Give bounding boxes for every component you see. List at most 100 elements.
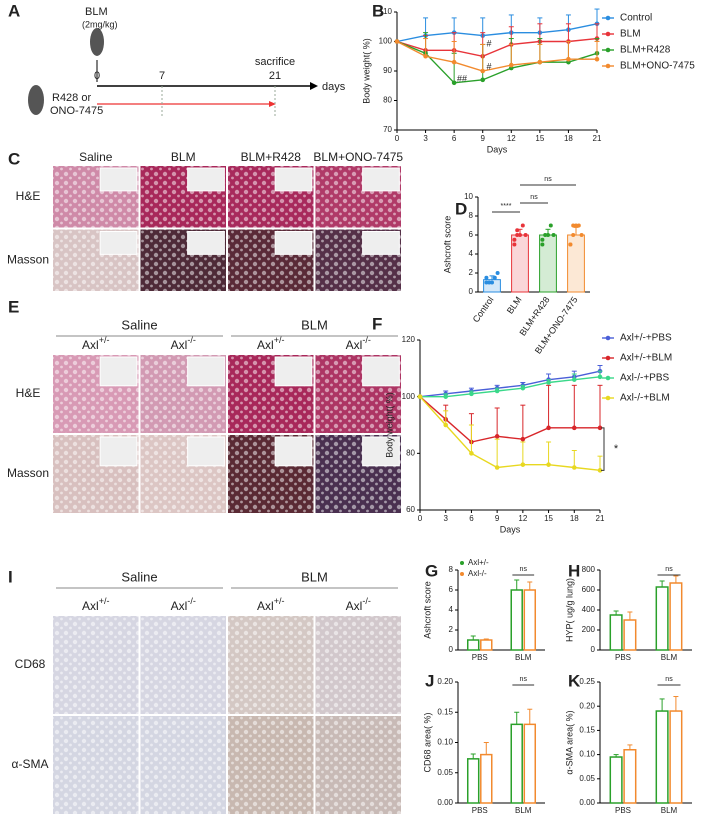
x-tick-label: PBS bbox=[615, 806, 631, 815]
marker bbox=[597, 374, 603, 380]
row-label: CD68 bbox=[15, 657, 46, 671]
panel-label: K bbox=[568, 671, 581, 690]
column-label: Axl-/- bbox=[171, 596, 196, 613]
annotation: ## bbox=[457, 73, 467, 83]
legend-marker bbox=[605, 63, 611, 69]
row-label: Masson bbox=[7, 466, 49, 480]
marker bbox=[571, 425, 577, 431]
x-tick-label: 18 bbox=[564, 134, 573, 143]
marker bbox=[546, 380, 551, 385]
marker bbox=[469, 391, 474, 397]
series-line bbox=[419, 396, 600, 443]
genotype: +/- bbox=[274, 335, 285, 345]
x-tick-label: 9 bbox=[495, 514, 500, 523]
y-tick-label: 0.15 bbox=[437, 707, 453, 716]
marker bbox=[494, 388, 500, 394]
x-tick-label: BLM bbox=[515, 653, 532, 662]
bar bbox=[623, 749, 637, 804]
series-line bbox=[396, 37, 598, 57]
y-axis-label: Body weight( %) bbox=[361, 38, 371, 104]
row-label: α-SMA bbox=[12, 757, 49, 771]
legend-marker bbox=[605, 15, 611, 21]
gene: Axl bbox=[257, 599, 274, 613]
x-tick-label: BLM bbox=[505, 295, 524, 316]
marker bbox=[566, 56, 571, 62]
x-tick-label: 3 bbox=[423, 134, 428, 143]
x-tick-label: 12 bbox=[518, 514, 527, 523]
series-line bbox=[396, 23, 598, 43]
data-point bbox=[568, 242, 573, 247]
time-point: 21 bbox=[269, 70, 281, 82]
row-label: Masson bbox=[7, 252, 49, 266]
y-tick-label: 200 bbox=[582, 625, 596, 634]
bar bbox=[466, 758, 480, 804]
y-axis-label: HYP( ug/g lung) bbox=[564, 578, 574, 642]
x-tick-label: Control bbox=[471, 295, 496, 325]
micrograph-texture bbox=[53, 616, 139, 714]
data-point bbox=[515, 233, 520, 237]
inset bbox=[187, 356, 225, 387]
data-point bbox=[515, 228, 520, 233]
marker bbox=[597, 425, 603, 431]
gene: Axl bbox=[346, 338, 363, 352]
y-tick-label: 70 bbox=[383, 125, 392, 134]
marker bbox=[469, 451, 474, 456]
y-tick-label: 100 bbox=[379, 37, 393, 46]
series-line bbox=[420, 376, 601, 398]
marker bbox=[451, 80, 457, 86]
y-tick-label: 6 bbox=[449, 585, 454, 594]
y-tick-label: 8 bbox=[449, 565, 454, 574]
column-label: BLM+ONO-7475 bbox=[313, 150, 403, 164]
data-point bbox=[487, 280, 492, 285]
marker bbox=[494, 434, 500, 439]
legend-marker bbox=[605, 47, 611, 53]
significance: **** bbox=[501, 203, 512, 210]
marker bbox=[520, 436, 526, 442]
marker bbox=[480, 77, 486, 83]
legend-marker bbox=[605, 355, 611, 361]
series-line bbox=[396, 40, 598, 84]
x-tick-label: 6 bbox=[452, 134, 457, 143]
gene: Axl bbox=[346, 599, 363, 613]
data-point bbox=[512, 242, 517, 247]
marker bbox=[394, 39, 400, 44]
marker bbox=[423, 53, 428, 59]
y-tick-label: 2 bbox=[469, 268, 474, 277]
marker bbox=[451, 59, 457, 65]
column-label: Axl-/- bbox=[346, 335, 371, 352]
y-tick-label: 60 bbox=[406, 505, 415, 514]
y-axis-label: Ashcroft score bbox=[422, 581, 432, 639]
legend-label: Axl-/-+PBS bbox=[620, 373, 670, 384]
drug: BLM bbox=[85, 6, 108, 18]
y-tick-label: 100 bbox=[402, 392, 416, 401]
marker bbox=[508, 62, 514, 68]
panel-label: D bbox=[455, 199, 467, 218]
bar bbox=[609, 756, 623, 804]
legend-marker bbox=[605, 375, 611, 381]
bar bbox=[669, 582, 683, 651]
bar bbox=[655, 710, 669, 804]
significance: ns bbox=[665, 676, 673, 683]
data-point bbox=[492, 275, 497, 280]
panel-label: F bbox=[372, 314, 382, 333]
panel-label: G bbox=[425, 561, 438, 580]
micrograph-texture bbox=[315, 616, 401, 714]
bar bbox=[510, 723, 523, 804]
marker bbox=[520, 385, 526, 391]
column-label: Axl+/- bbox=[82, 335, 109, 352]
y-tick-label: 0.25 bbox=[579, 677, 595, 686]
genotype: +/- bbox=[99, 335, 110, 345]
bar bbox=[523, 723, 537, 804]
marker bbox=[546, 425, 551, 431]
gene: Axl bbox=[82, 599, 99, 613]
genotype: -/- bbox=[362, 596, 371, 606]
marker bbox=[594, 56, 600, 62]
micrograph-texture bbox=[140, 716, 226, 814]
dose: (2mg/kg) bbox=[82, 19, 118, 29]
panel-label: A bbox=[8, 1, 20, 20]
genotype: -/- bbox=[187, 335, 196, 345]
inset bbox=[274, 231, 313, 255]
significance: ns bbox=[520, 676, 528, 683]
gene: Axl bbox=[257, 338, 274, 352]
